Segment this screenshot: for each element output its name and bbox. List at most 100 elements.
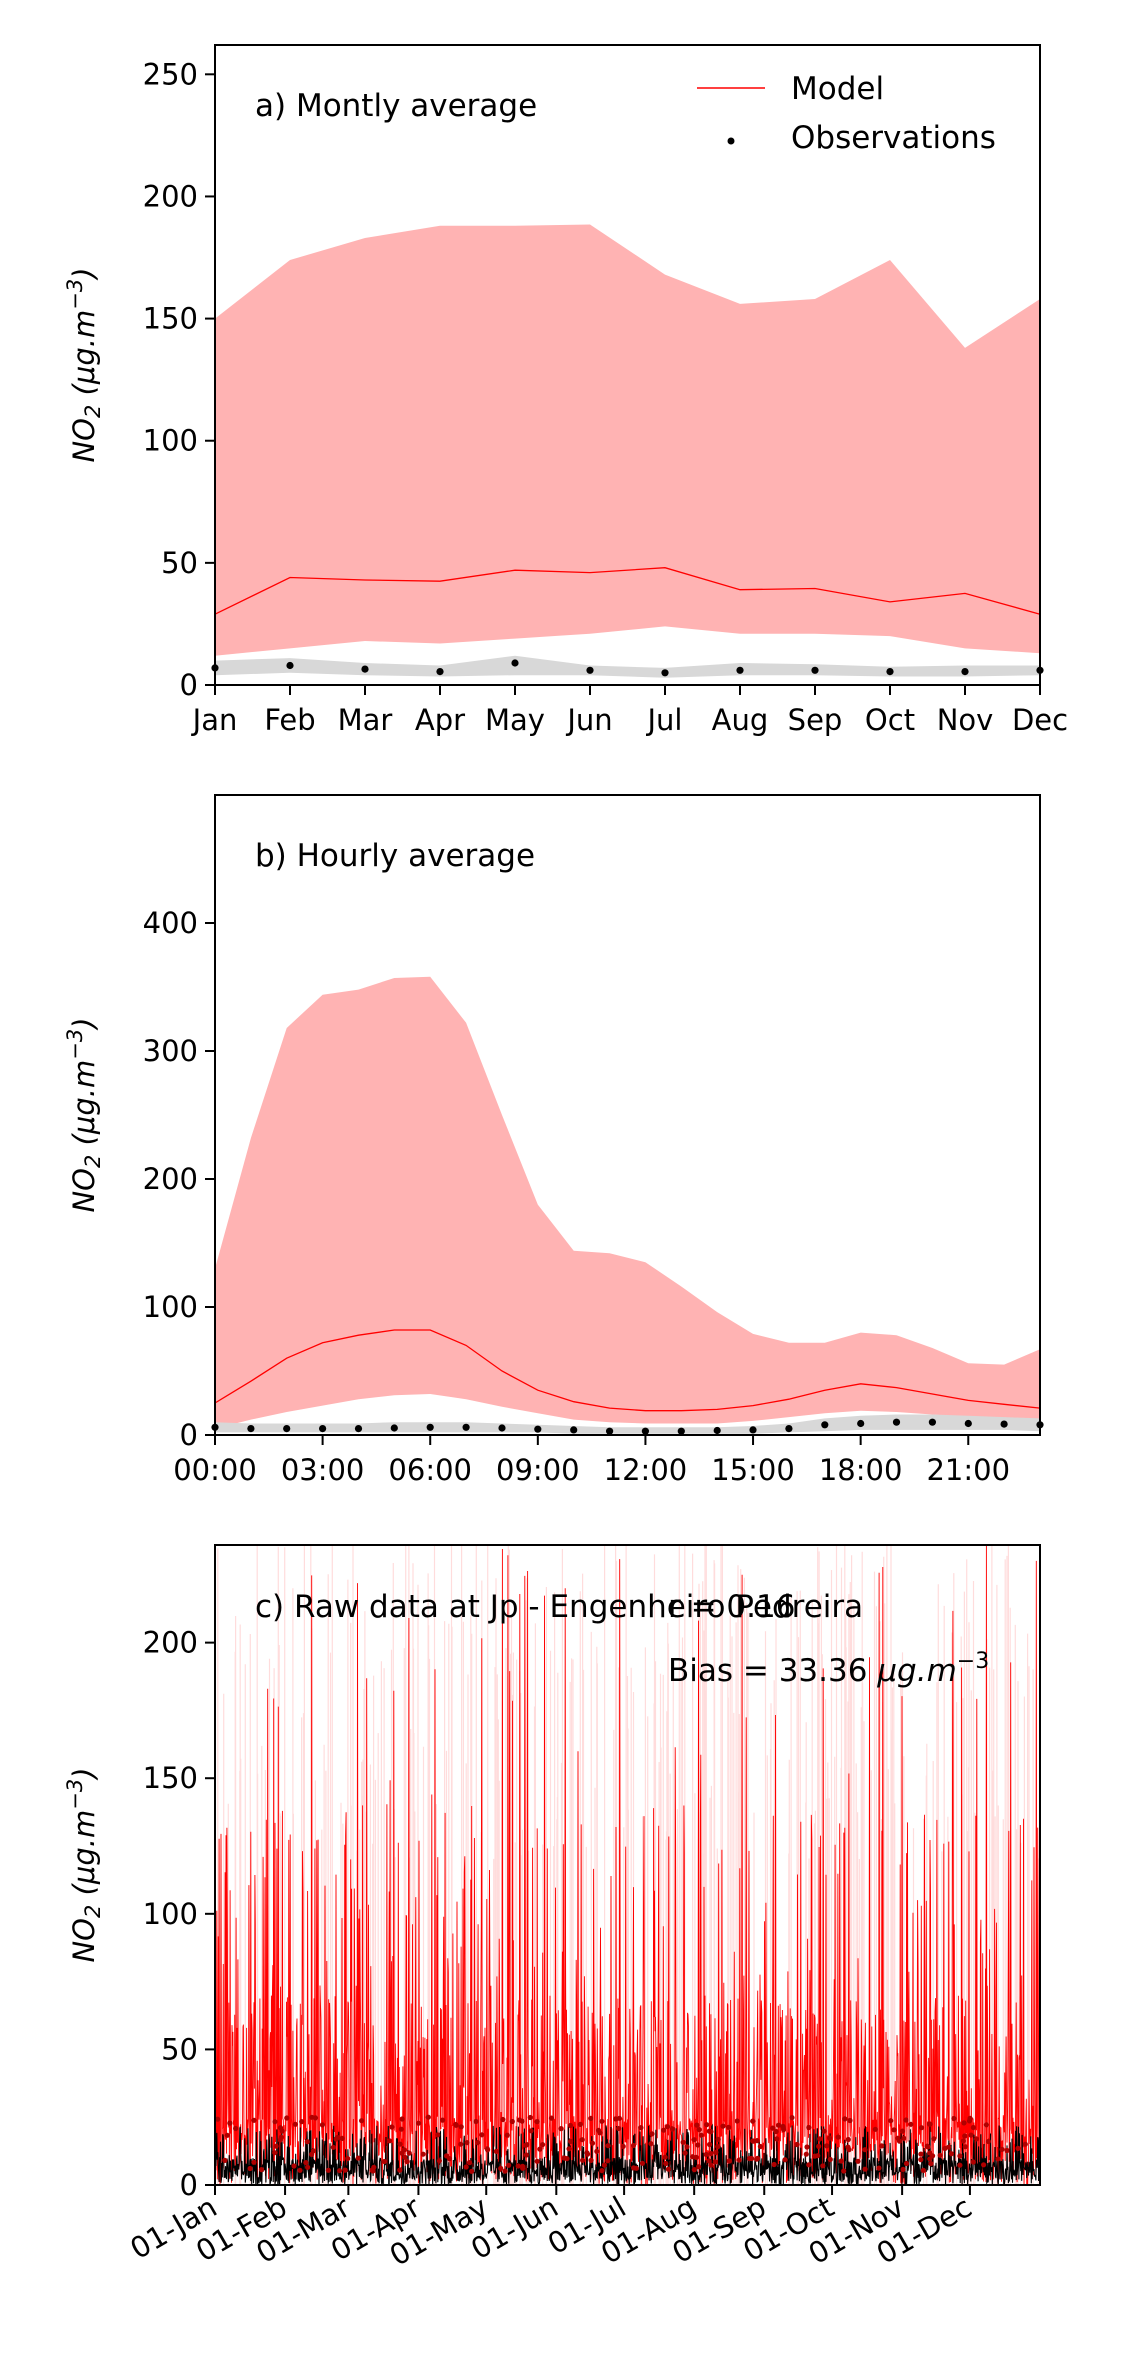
observation-raw-point <box>649 2131 655 2137</box>
observation-raw-point <box>397 2167 403 2173</box>
observations-raw-series <box>215 2123 1040 2185</box>
observation-raw-point <box>648 2141 654 2147</box>
observation-raw-point <box>312 2115 319 2121</box>
observation-raw-point <box>588 2115 594 2121</box>
observation-raw-point <box>770 2125 776 2131</box>
observation-raw-point <box>402 2154 408 2160</box>
observation-raw-point <box>927 2121 933 2127</box>
observation-raw-point <box>425 2114 431 2120</box>
bias-label: Bias = 33.36 μg.m−3 <box>668 1649 989 1689</box>
observation-raw-point <box>995 2156 1001 2162</box>
observation-raw-point <box>862 2166 868 2172</box>
observation-raw-point <box>838 2158 844 2164</box>
observation-raw-point <box>708 2162 714 2168</box>
observation-point <box>713 1426 721 1435</box>
observation-raw-point <box>712 2159 719 2165</box>
observation-raw-point <box>355 2155 361 2161</box>
observation-point <box>534 1425 542 1433</box>
observation-point <box>1000 1420 1008 1428</box>
observation-raw-point <box>918 2157 924 2163</box>
panel-a-title: a) Montly average <box>255 88 537 124</box>
observation-raw-point <box>900 2166 906 2172</box>
observation-point <box>961 668 969 676</box>
observation-raw-point <box>908 2121 914 2127</box>
observation-point <box>749 1426 757 1434</box>
observation-raw-point <box>708 2151 714 2157</box>
observation-raw-point <box>399 2150 405 2156</box>
observation-point <box>811 666 819 674</box>
observation-raw-point <box>463 2164 469 2170</box>
observation-raw-point <box>359 2118 365 2124</box>
observation-point <box>736 666 744 674</box>
observation-raw-point <box>568 2138 574 2144</box>
observation-raw-point <box>962 2144 968 2150</box>
observation-raw-point <box>272 2150 278 2156</box>
observation-raw-point <box>715 2144 721 2150</box>
observation-raw-point <box>630 2142 637 2149</box>
observation-raw-point <box>680 2139 686 2145</box>
observation-point <box>390 1424 398 1432</box>
observation-raw-point <box>841 2168 847 2174</box>
observation-raw-point <box>416 2120 422 2126</box>
observation-raw-point <box>534 2119 540 2125</box>
observation-raw-point <box>595 2127 602 2133</box>
y-tick-label: 250 <box>143 57 198 91</box>
observation-point <box>354 1425 363 1433</box>
observation-raw-point <box>827 2135 833 2141</box>
x-tick-label: Aug <box>712 703 769 737</box>
observation-raw-point <box>534 2158 540 2164</box>
observation-raw-point <box>397 2141 403 2147</box>
observation-raw-point <box>577 2121 584 2127</box>
model-mean-line <box>214 1329 1041 1412</box>
y-tick-label: 0 <box>180 2168 198 2202</box>
observation-point <box>606 1427 614 1435</box>
observation-raw-point <box>696 2127 702 2133</box>
observation-point <box>821 1421 829 1429</box>
observation-raw-point <box>498 2165 504 2171</box>
observation-raw-point <box>580 2157 586 2163</box>
observation-raw-point <box>333 2136 339 2142</box>
x-tick-label: Sep <box>788 703 843 737</box>
observation-raw-point <box>736 2157 742 2163</box>
observation-raw-point <box>876 2165 882 2171</box>
y-tick-label: 300 <box>143 1034 198 1068</box>
observation-raw-point <box>279 2128 285 2134</box>
observation-point <box>511 659 519 667</box>
observation-raw-point <box>835 2134 841 2140</box>
observation-raw-point <box>983 2122 990 2128</box>
legend: Model Observations <box>697 71 996 156</box>
x-tick-label: Feb <box>264 703 315 737</box>
observation-raw-point <box>278 2134 284 2140</box>
observation-raw-point <box>755 2155 761 2161</box>
observation-point <box>785 1425 793 1433</box>
observation-raw-point <box>558 2126 564 2132</box>
y-tick-label: 0 <box>180 1418 198 1452</box>
panel-b-y-axis-label: NO2 (μg.m−3) <box>63 1017 105 1212</box>
observation-raw-point <box>345 2155 351 2162</box>
observation-raw-point <box>588 2157 594 2163</box>
observation-raw-point <box>726 2124 732 2130</box>
observation-raw-point <box>227 2120 233 2126</box>
panel-a-frame <box>214 44 1041 686</box>
panel-b-frame <box>214 794 1041 1436</box>
observation-raw-point <box>453 2121 459 2128</box>
panel-c-y-axis-label: NO2 (μg.m−3) <box>63 1767 105 1962</box>
observation-raw-point <box>469 2168 475 2174</box>
panel-a-monthly: 0 50 100 150 200 250 Jan Feb Mar Apr May Jun Jul Aug… <box>63 44 1068 737</box>
x-tick-label: Nov <box>937 703 994 737</box>
observation-raw-point <box>464 2140 470 2146</box>
observation-raw-point <box>896 2138 903 2144</box>
observation-raw-point <box>605 2158 611 2164</box>
observation-raw-point <box>479 2132 485 2138</box>
observation-raw-point <box>493 2148 499 2154</box>
observation-raw-point <box>789 2115 795 2121</box>
observation-raw-point <box>816 2143 822 2149</box>
observation-raw-point <box>968 2132 974 2138</box>
observation-raw-point <box>284 2115 290 2121</box>
y-tick-label: 200 <box>143 179 198 213</box>
model-spread-band <box>215 224 1040 656</box>
observation-raw-point <box>272 2119 278 2125</box>
legend-model-label: Model <box>791 71 884 107</box>
observations-spread-band <box>215 655 1040 678</box>
x-tick-label: Jul <box>646 703 683 737</box>
